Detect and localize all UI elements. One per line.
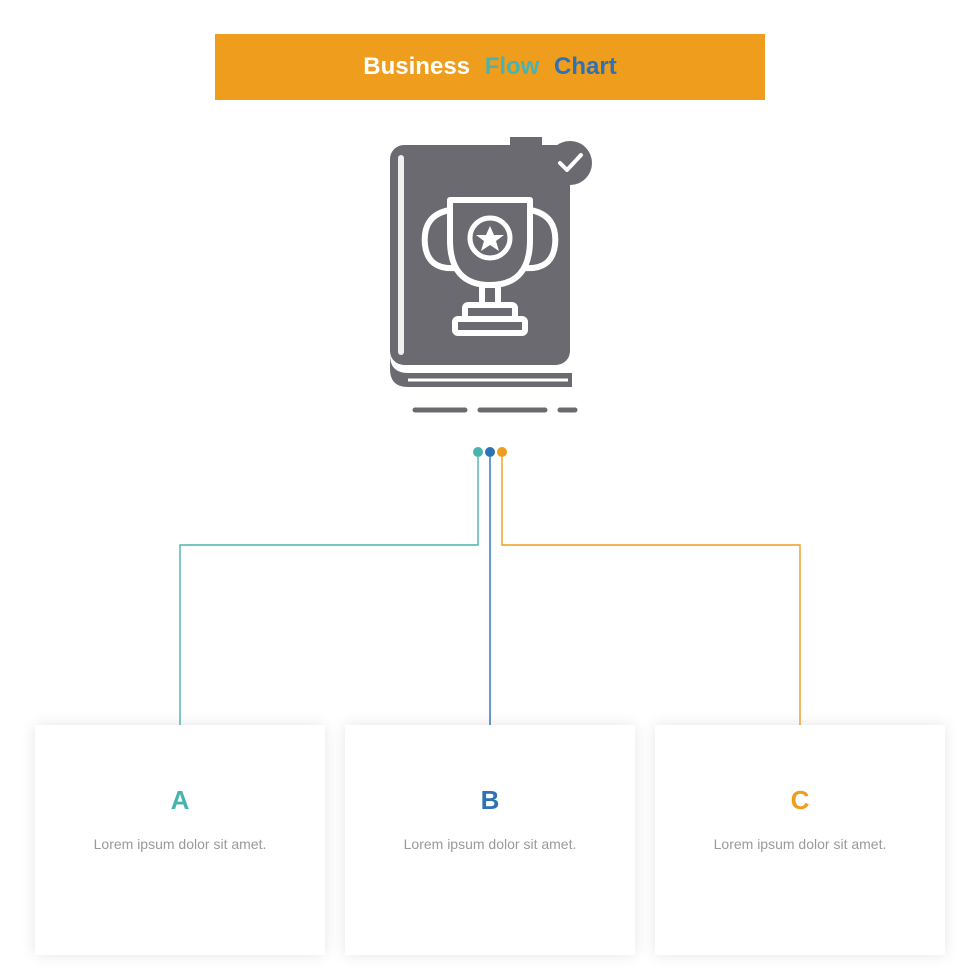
title-word-1: Business (363, 53, 470, 80)
option-card-c: C Lorem ipsum dolor sit amet. (655, 725, 945, 955)
card-letter: C (685, 785, 915, 816)
card-letter: A (65, 785, 295, 816)
page-title: Business Flow Chart (363, 53, 616, 81)
title-bar: Business Flow Chart (215, 34, 765, 100)
option-card-b: B Lorem ipsum dolor sit amet. (345, 725, 635, 955)
option-cards: A Lorem ipsum dolor sit amet. B Lorem ip… (0, 725, 980, 955)
card-desc: Lorem ipsum dolor sit amet. (375, 834, 605, 855)
card-letter: B (375, 785, 605, 816)
option-card-a: A Lorem ipsum dolor sit amet. (35, 725, 325, 955)
title-word-3: Chart (554, 53, 617, 80)
card-desc: Lorem ipsum dolor sit amet. (65, 834, 295, 855)
card-desc: Lorem ipsum dolor sit amet. (685, 834, 915, 855)
trophy-book-icon (360, 135, 620, 435)
title-word-2: Flow (485, 53, 540, 80)
